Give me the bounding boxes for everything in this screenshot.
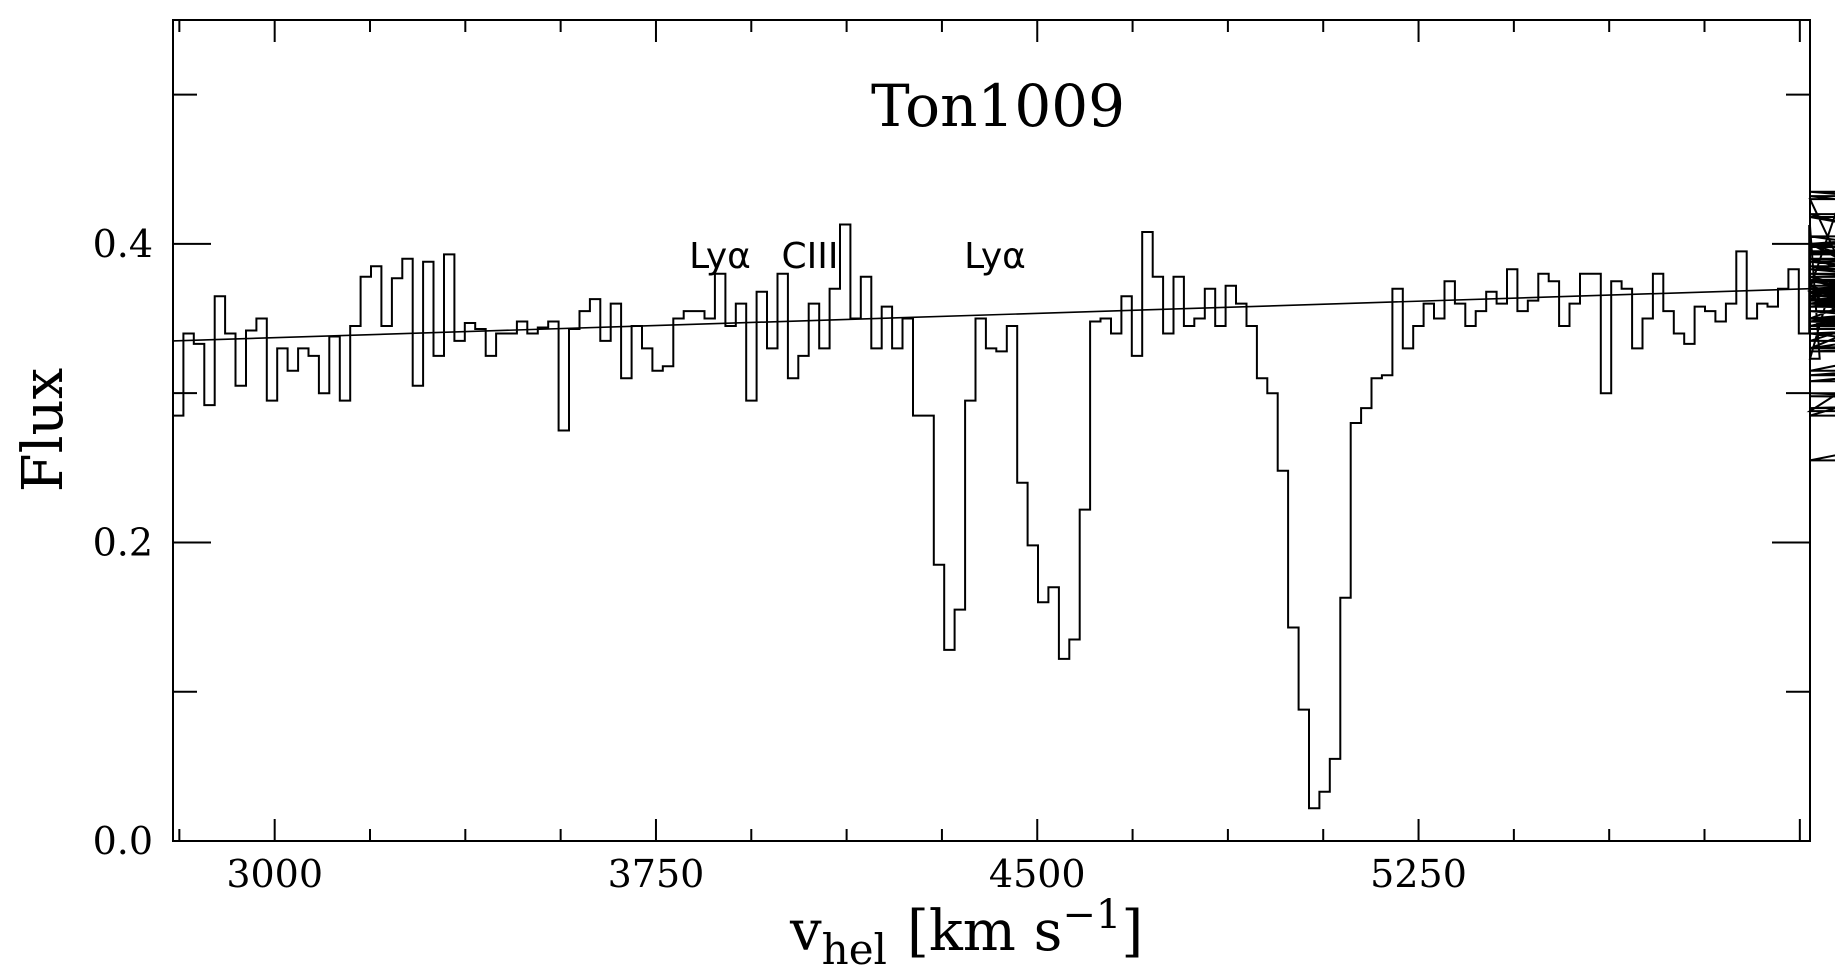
x-axis-title-units: [km s bbox=[907, 899, 1062, 964]
y-tick-label: 0.4 bbox=[93, 222, 153, 266]
x-axis-title-subscript: hel bbox=[822, 925, 887, 974]
x-axis-title-symbol: v bbox=[789, 899, 822, 964]
annotation-lya-1: Lyα bbox=[689, 236, 751, 277]
x-axis-title-exponent: −1 bbox=[1062, 892, 1121, 938]
y-axis-title: Flux bbox=[11, 368, 76, 492]
x-axis-title-close: ] bbox=[1121, 899, 1143, 964]
x-tick-label: 3750 bbox=[608, 852, 705, 896]
plot-frame bbox=[172, 19, 1811, 842]
spectrum-series bbox=[173, 190, 1835, 810]
annotation-ciii: CIII bbox=[782, 236, 839, 277]
axis-tick-labels: 3000 3750 4500 5250 0.0 0.2 0.4 bbox=[93, 222, 1467, 896]
axis-ticks bbox=[173, 20, 1810, 842]
x-axis-title: vhel [km s−1] bbox=[789, 892, 1143, 974]
continuum-fit-line bbox=[172, 287, 1811, 342]
chart-title: Ton1009 bbox=[871, 72, 1125, 140]
annotation-lya-2: Lyα bbox=[964, 236, 1026, 277]
x-tick-label: 4500 bbox=[989, 852, 1086, 896]
y-tick-label: 0.2 bbox=[93, 520, 153, 564]
x-tick-label: 5250 bbox=[1370, 852, 1467, 896]
y-tick-label: 0.0 bbox=[93, 819, 153, 863]
x-tick-label: 3000 bbox=[226, 852, 323, 896]
